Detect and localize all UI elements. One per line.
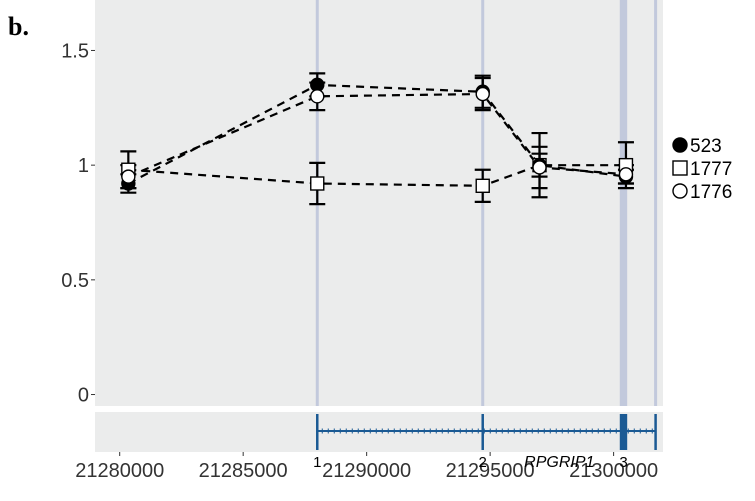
exon-label: 3	[619, 454, 627, 471]
gene-track: 1 2 3 RPGRIP1	[313, 414, 657, 471]
x-tick-label: 21300000	[569, 460, 658, 482]
x-tick-label: 21295000	[446, 460, 535, 482]
gene-strand-ticks	[321, 428, 653, 434]
y-tick-label: 1.5	[61, 40, 89, 62]
gene-exon-2	[481, 414, 484, 450]
legend-item-1777: 1777	[672, 159, 732, 180]
x-axis: 21280000 21285000 21290000 21295000 21300000	[75, 452, 658, 482]
exon-band-2	[481, 0, 485, 406]
markers	[121, 77, 634, 193]
gene-exon-4	[654, 414, 657, 450]
legend-item-1776: 1776	[672, 182, 732, 203]
legend-label: 523	[690, 136, 722, 157]
exon-band-3	[619, 0, 628, 406]
series-layer	[120, 72, 634, 206]
plot-background	[95, 0, 663, 406]
gene-name: RPGRIP1	[524, 454, 594, 471]
y-tick-label: 0.5	[61, 270, 89, 292]
legend-label: 1777	[690, 159, 732, 180]
point-1777	[475, 178, 490, 193]
point-1776	[310, 89, 325, 104]
legend-marker	[672, 183, 688, 199]
exon-label: 2	[479, 454, 487, 471]
x-tick-label: 21290000	[322, 460, 411, 482]
point-1777	[310, 176, 325, 191]
gene-exon-1	[316, 414, 319, 450]
point-1776	[532, 160, 547, 175]
x-tick-label: 21285000	[199, 460, 288, 482]
gene-exon-3	[619, 414, 628, 450]
y-tick-label: 1	[78, 155, 89, 177]
exon-band-4	[654, 0, 658, 406]
exon-label: 1	[313, 454, 321, 471]
legend-item-523: 523	[672, 136, 722, 157]
x-tick-label: 21280000	[75, 460, 164, 482]
legend-marker	[672, 160, 688, 176]
point-1776	[618, 167, 634, 182]
panel-label: b.	[8, 12, 29, 41]
point-1776	[475, 86, 490, 102]
y-tick-label: 0	[78, 385, 89, 407]
legend-label: 1776	[690, 182, 732, 203]
y-axis: 0 0.5 1 1.5	[61, 40, 95, 407]
legend-marker	[672, 137, 688, 153]
point-1776	[121, 169, 136, 184]
